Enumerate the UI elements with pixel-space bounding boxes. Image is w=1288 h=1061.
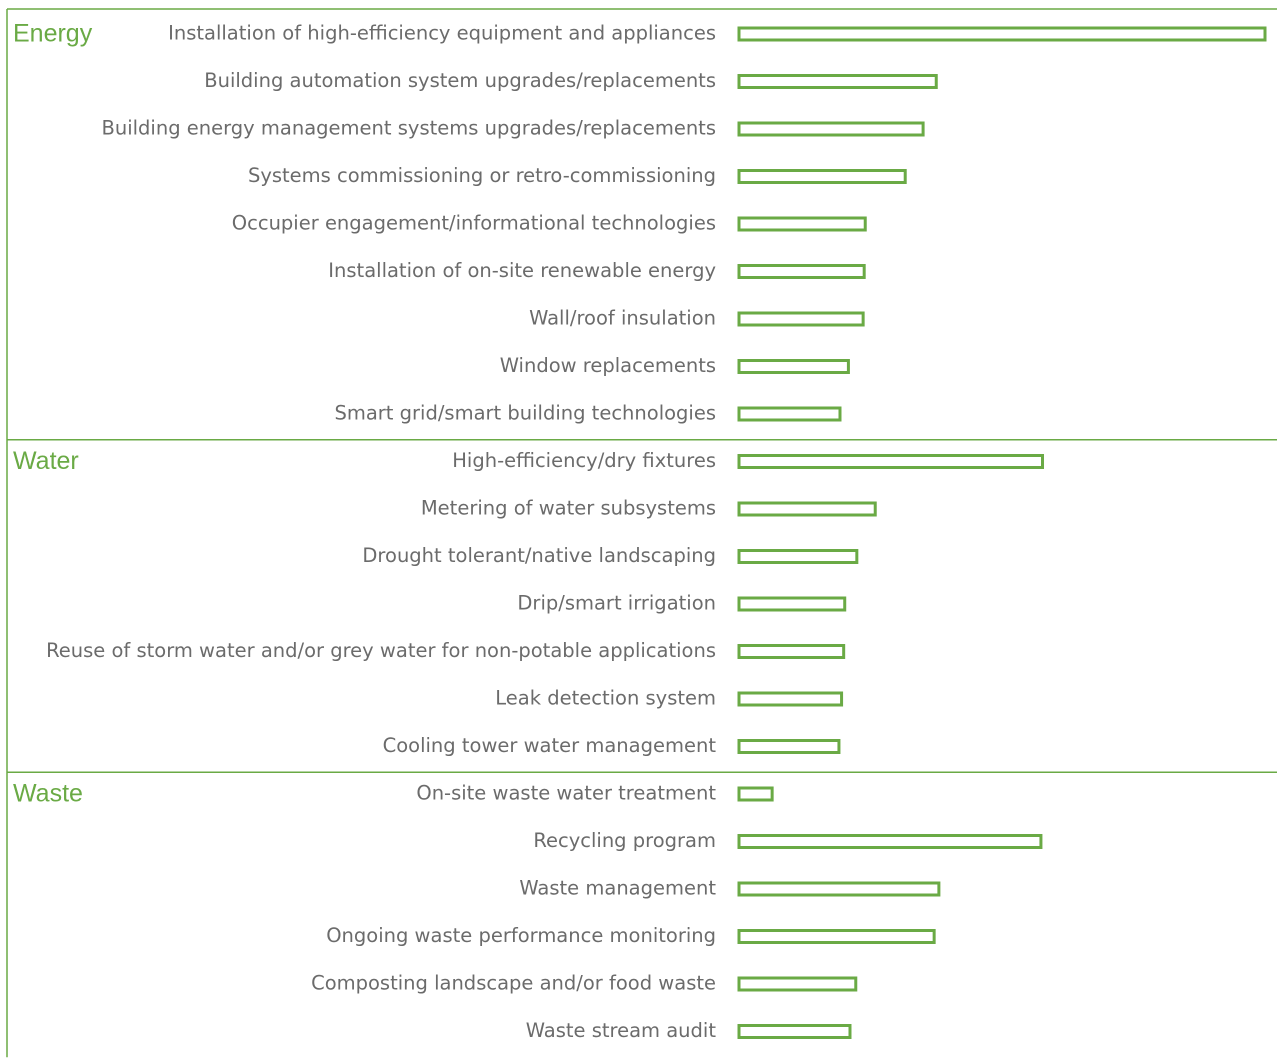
- category-label: Systems commissioning or retro-commissio…: [248, 164, 716, 187]
- bar: [737, 834, 1043, 849]
- bar: [737, 976, 858, 992]
- bar: [737, 264, 866, 279]
- category-label: Window replacements: [500, 354, 716, 377]
- bar: [737, 929, 936, 944]
- bar: [737, 311, 865, 327]
- bar: [737, 359, 850, 374]
- category-label: Wall/roof insulation: [529, 307, 716, 330]
- group-title-waste: Waste: [13, 780, 83, 808]
- category-label: Waste management: [519, 877, 716, 900]
- bar: [737, 549, 859, 564]
- category-label: Recycling program: [533, 829, 716, 852]
- category-label: Building energy management systems upgra…: [101, 117, 716, 140]
- bar: [737, 1024, 852, 1039]
- category-label: Cooling tower water management: [383, 734, 717, 757]
- bar: [737, 881, 941, 897]
- bar: [737, 121, 925, 137]
- bar: [737, 74, 938, 89]
- category-label: Drought tolerant/native landscaping: [362, 544, 716, 567]
- bar: [737, 501, 877, 517]
- category-label: Drip/smart irrigation: [517, 592, 716, 615]
- bar: [737, 644, 846, 659]
- bar: [737, 739, 841, 754]
- bar: [737, 786, 774, 802]
- category-label: Composting landscape and/or food waste: [311, 972, 716, 995]
- category-label: Ongoing waste performance monitoring: [326, 924, 716, 947]
- group-title-water: Water: [13, 447, 79, 475]
- category-label: Installation of on-site renewable energy: [328, 259, 716, 282]
- category-label: Leak detection system: [495, 687, 716, 710]
- category-label: Metering of water subsystems: [421, 497, 716, 520]
- category-label: Occupier engagement/informational techno…: [232, 212, 716, 235]
- category-label: Smart grid/smart building technologies: [334, 402, 716, 425]
- bar: [737, 406, 842, 422]
- bar: [737, 26, 1267, 42]
- category-label: Installation of high-efficiency equipmen…: [168, 22, 716, 45]
- category-label: On-site waste water treatment: [416, 782, 716, 805]
- group-title-energy: Energy: [13, 20, 93, 48]
- bar: [737, 216, 867, 232]
- bar: [737, 454, 1045, 469]
- category-label: Reuse of storm water and/or grey water f…: [46, 639, 716, 662]
- bar: [737, 691, 844, 707]
- category-label: Waste stream audit: [526, 1019, 717, 1042]
- category-label: High-efficiency/dry fixtures: [452, 449, 716, 472]
- bar: [737, 596, 847, 612]
- bar: [737, 169, 907, 184]
- category-label: Building automation system upgrades/repl…: [204, 69, 716, 92]
